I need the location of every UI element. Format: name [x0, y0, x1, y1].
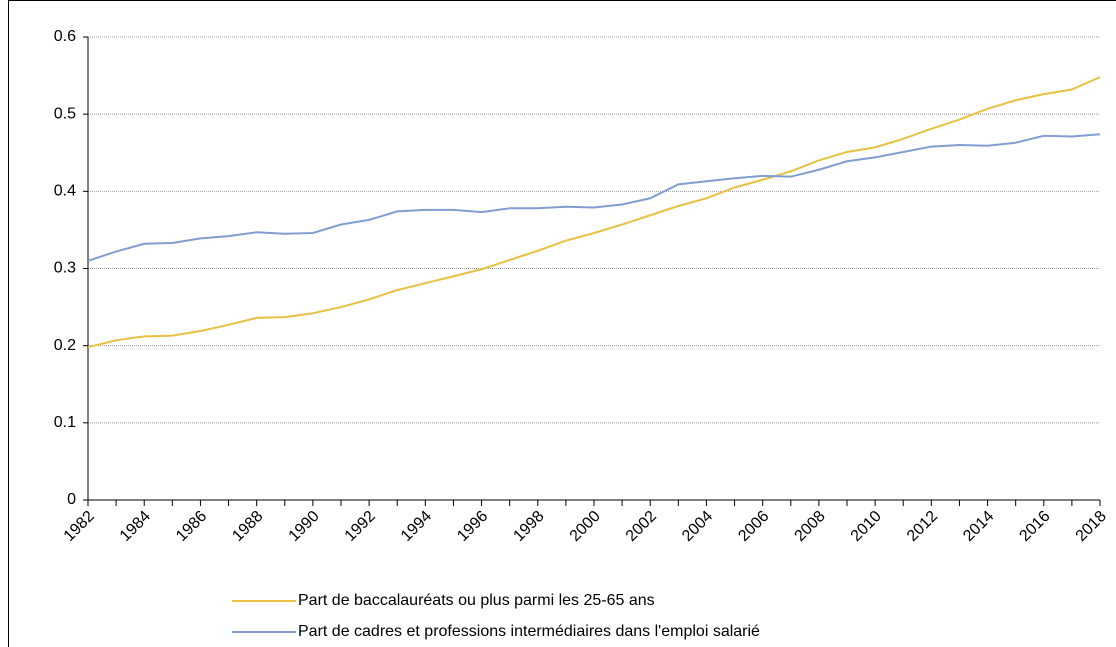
x-tick-label: 2016 [1016, 508, 1053, 545]
x-tick-label: 1982 [61, 508, 98, 545]
x-tick-label: 1990 [286, 508, 323, 545]
series-line [87, 76, 1101, 349]
chart-frame [8, 0, 1116, 647]
x-tick-label: 1984 [117, 508, 154, 545]
legend-label: Part de cadres et professions intermédia… [298, 623, 760, 640]
series-line [87, 133, 1101, 262]
x-tick-label: 2018 [1073, 508, 1110, 545]
x-tick-label: 1992 [342, 508, 379, 545]
y-tick-label: 0.3 [54, 260, 76, 277]
y-tick-label: 0.2 [54, 337, 76, 354]
y-tick-label: 0.6 [54, 28, 76, 45]
y-tick-label: 0.4 [54, 183, 76, 200]
y-tick-label: 0 [67, 491, 76, 508]
y-tick-label: 0.5 [54, 105, 76, 122]
x-tick-label: 2000 [567, 508, 604, 545]
x-tick-label: 1996 [454, 508, 491, 545]
x-tick-label: 2008 [792, 508, 829, 545]
legend-label: Part de baccalauréats ou plus parmi les … [298, 592, 655, 609]
y-tick-label: 0.1 [54, 414, 76, 431]
x-tick-label: 2002 [623, 508, 660, 545]
x-tick-label: 1986 [173, 508, 210, 545]
x-tick-label: 2010 [848, 508, 885, 545]
x-tick-label: 2012 [904, 508, 941, 545]
x-tick-label: 1988 [229, 508, 266, 545]
x-tick-label: 2004 [679, 508, 716, 545]
x-tick-label: 2006 [735, 508, 772, 545]
x-tick-label: 1998 [510, 508, 547, 545]
x-tick-label: 2014 [960, 508, 997, 545]
x-tick-label: 1994 [398, 508, 435, 545]
